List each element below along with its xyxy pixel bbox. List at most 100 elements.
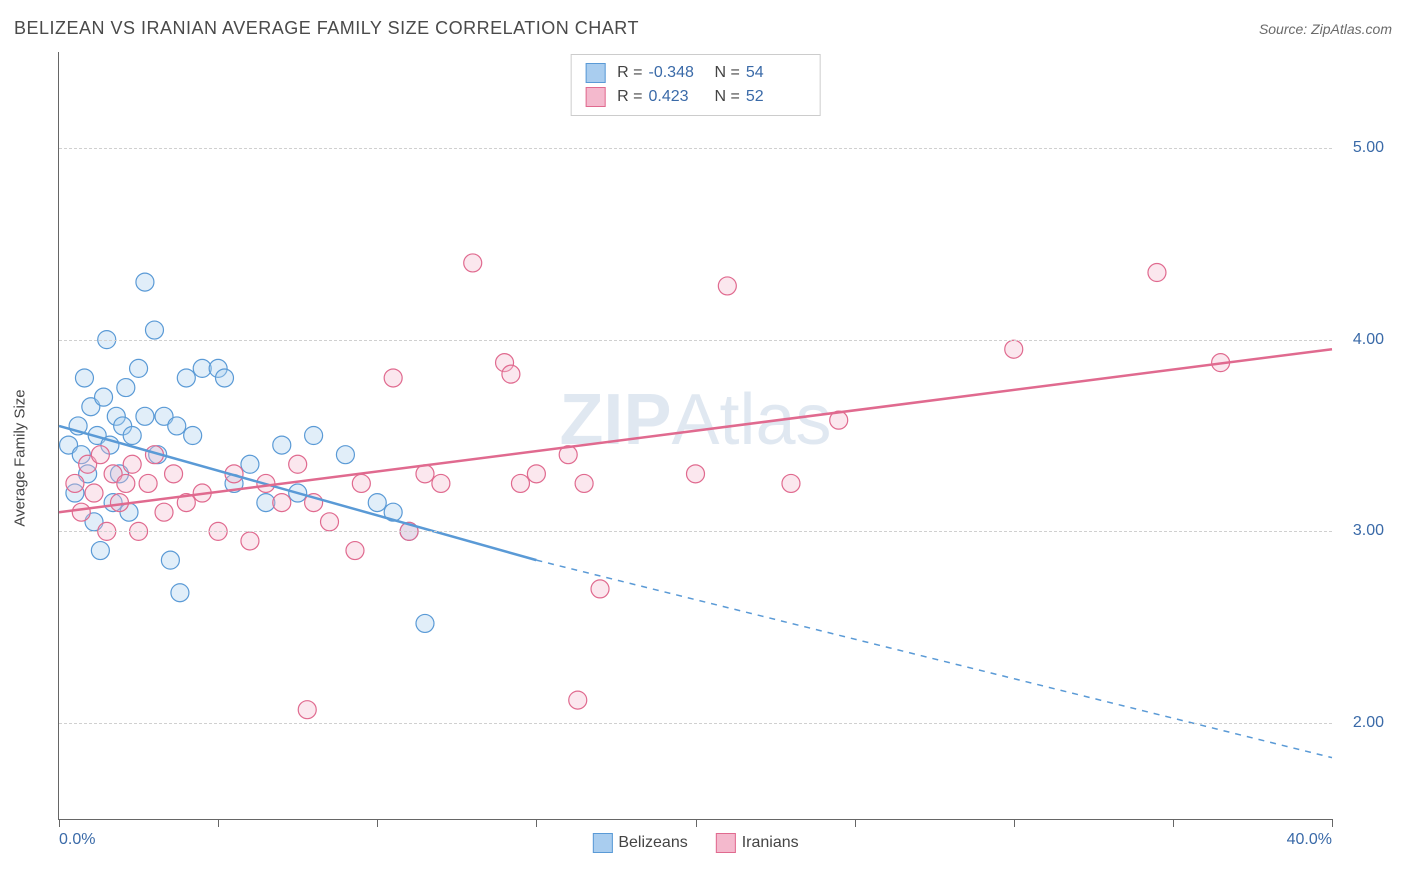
scatter-point-iranians	[718, 277, 736, 295]
scatter-point-iranians	[502, 365, 520, 383]
y-tick-label: 5.00	[1336, 139, 1384, 157]
x-tick	[59, 819, 60, 827]
scatter-point-belizeans	[145, 321, 163, 339]
legend-swatch	[585, 87, 605, 107]
r-value: 0.423	[649, 85, 709, 109]
scatter-point-iranians	[1148, 264, 1166, 282]
scatter-point-belizeans	[123, 427, 141, 445]
scatter-point-belizeans	[75, 369, 93, 387]
scatter-point-iranians	[569, 691, 587, 709]
scatter-point-belizeans	[161, 551, 179, 569]
gridline	[59, 531, 1332, 532]
legend-label: Iranians	[742, 834, 799, 852]
scatter-point-iranians	[91, 446, 109, 464]
r-label: R =	[617, 61, 642, 85]
x-axis-max-label: 40.0%	[1287, 831, 1332, 849]
y-tick-label: 2.00	[1336, 714, 1384, 732]
scatter-point-belizeans	[95, 388, 113, 406]
scatter-point-iranians	[298, 701, 316, 719]
scatter-point-belizeans	[257, 494, 275, 512]
scatter-point-iranians	[241, 532, 259, 550]
bottom-legend: Belizeans Iranians	[592, 833, 798, 853]
legend-item: Iranians	[716, 833, 799, 853]
scatter-point-iranians	[527, 465, 545, 483]
scatter-point-belizeans	[368, 494, 386, 512]
scatter-point-iranians	[139, 474, 157, 492]
scatter-point-belizeans	[168, 417, 186, 435]
scatter-point-iranians	[352, 474, 370, 492]
chart-title: BELIZEAN VS IRANIAN AVERAGE FAMILY SIZE …	[14, 18, 639, 39]
gridline	[59, 148, 1332, 149]
n-value: 54	[746, 61, 806, 85]
r-value: -0.348	[649, 61, 709, 85]
x-tick	[536, 819, 537, 827]
chart-container: Average Family Size ZIPAtlas R =-0.348N …	[14, 52, 1392, 864]
scatter-point-iranians	[289, 455, 307, 473]
scatter-point-iranians	[432, 474, 450, 492]
plot-area: ZIPAtlas R =-0.348N =54R =0.423N =52 0.0…	[58, 52, 1332, 820]
scatter-point-belizeans	[416, 614, 434, 632]
scatter-point-iranians	[687, 465, 705, 483]
scatter-point-belizeans	[136, 273, 154, 291]
scatter-point-belizeans	[305, 427, 323, 445]
scatter-point-iranians	[591, 580, 609, 598]
gridline	[59, 723, 1332, 724]
scatter-point-belizeans	[177, 369, 195, 387]
scatter-point-belizeans	[117, 379, 135, 397]
x-tick	[377, 819, 378, 827]
r-label: R =	[617, 85, 642, 109]
legend-swatch	[716, 833, 736, 853]
trendline-iranians	[59, 349, 1332, 512]
y-tick-label: 4.00	[1336, 331, 1384, 349]
scatter-point-belizeans	[171, 584, 189, 602]
scatter-point-belizeans	[193, 359, 211, 377]
source-attribution: Source: ZipAtlas.com	[1259, 21, 1392, 37]
scatter-point-iranians	[123, 455, 141, 473]
x-tick	[1014, 819, 1015, 827]
legend-swatch	[585, 63, 605, 83]
x-tick	[1173, 819, 1174, 827]
scatter-point-iranians	[1005, 340, 1023, 358]
scatter-point-belizeans	[136, 407, 154, 425]
n-label: N =	[715, 85, 740, 109]
scatter-point-belizeans	[184, 427, 202, 445]
scatter-point-belizeans	[336, 446, 354, 464]
scatter-point-belizeans	[273, 436, 291, 454]
x-tick	[855, 819, 856, 827]
scatter-point-belizeans	[215, 369, 233, 387]
n-value: 52	[746, 85, 806, 109]
scatter-point-iranians	[511, 474, 529, 492]
scatter-point-iranians	[165, 465, 183, 483]
legend-swatch	[592, 833, 612, 853]
scatter-point-iranians	[273, 494, 291, 512]
scatter-point-iranians	[346, 542, 364, 560]
scatter-point-iranians	[575, 474, 593, 492]
x-tick	[218, 819, 219, 827]
scatter-point-iranians	[384, 369, 402, 387]
y-axis-label: Average Family Size	[12, 389, 29, 526]
scatter-point-iranians	[117, 474, 135, 492]
scatter-point-belizeans	[130, 359, 148, 377]
scatter-point-belizeans	[241, 455, 259, 473]
scatter-svg	[59, 52, 1332, 819]
n-label: N =	[715, 61, 740, 85]
scatter-point-iranians	[782, 474, 800, 492]
scatter-point-iranians	[85, 484, 103, 502]
legend-label: Belizeans	[618, 834, 687, 852]
stats-row: R = 0.423N =52	[585, 85, 806, 109]
x-tick	[696, 819, 697, 827]
gridline	[59, 340, 1332, 341]
x-axis-min-label: 0.0%	[59, 831, 95, 849]
trendline-belizeans-extrapolated	[536, 560, 1332, 758]
y-tick-label: 3.00	[1336, 522, 1384, 540]
x-tick	[1332, 819, 1333, 827]
scatter-point-belizeans	[91, 542, 109, 560]
scatter-point-iranians	[464, 254, 482, 272]
stats-row: R = -0.348N =54	[585, 61, 806, 85]
scatter-point-iranians	[72, 503, 90, 521]
legend-item: Belizeans	[592, 833, 687, 853]
stats-legend-box: R = -0.348N =54 R = 0.423N =52	[570, 54, 821, 116]
trendline-belizeans	[59, 426, 536, 560]
scatter-point-iranians	[416, 465, 434, 483]
scatter-point-iranians	[66, 474, 84, 492]
